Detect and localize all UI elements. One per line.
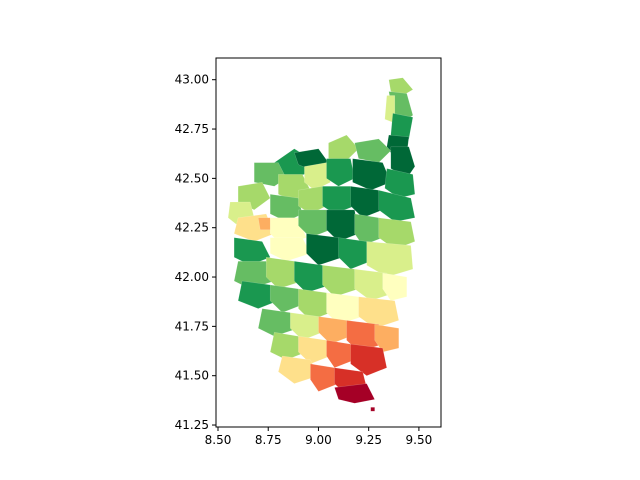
region-nebbio-east: [354, 138, 392, 163]
region-saint-florent: [328, 134, 359, 161]
region-bastia: [390, 146, 416, 179]
y-tick-label: 41.75: [175, 319, 209, 333]
y-tick-label: 41.25: [175, 418, 209, 432]
region-sartene-north: [298, 335, 331, 365]
y-tick-label: 41.50: [175, 369, 209, 383]
region-alta-rocca-west: [318, 316, 351, 345]
region-prunelli: [298, 288, 331, 321]
region-levie: [326, 339, 355, 369]
region-ghisoni: [338, 237, 371, 270]
region-taravo-upper: [326, 292, 363, 325]
x-axis: 8.50 8.75 9.00 9.25 9.50: [205, 427, 433, 447]
region-ajaccio-north: [237, 280, 279, 309]
x-tick-label: 9.00: [305, 433, 332, 447]
region-tenda: [326, 158, 355, 187]
region-propriano: [269, 332, 307, 361]
region-cap-corse-tip: [388, 77, 414, 96]
region-corte: [298, 209, 331, 238]
x-tick-label: 9.50: [406, 433, 433, 447]
region-figari-north: [310, 363, 339, 392]
y-tick-label: 42.25: [175, 221, 209, 235]
region-porticcio: [257, 308, 299, 337]
y-axis: 41.25 41.50 41.75 42.00 42.25 42.50 42.75 43.00: [175, 73, 216, 432]
region-solenzara: [358, 296, 400, 329]
region-ajaccio: [270, 284, 303, 313]
y-tick-label: 42.75: [175, 122, 209, 136]
region-cinarca: [266, 257, 303, 290]
y-tick-label: 42.50: [175, 171, 209, 185]
axes-frame: [215, 57, 442, 428]
region-venaco: [326, 209, 359, 242]
x-tick-label: 8.50: [205, 433, 232, 447]
region-bocognano: [294, 260, 331, 294]
region-lavezzi: [370, 407, 375, 412]
region-porto-vecchio: [350, 343, 388, 376]
region-costa-verde: [378, 189, 416, 223]
region-zicavo: [322, 264, 359, 298]
y-tick-label: 43.00: [175, 73, 209, 87]
region-casinca: [352, 158, 392, 191]
region-sartene: [278, 355, 319, 384]
region-ostriconi: [304, 162, 331, 191]
region-bonifacio: [334, 383, 375, 404]
region-marana: [384, 168, 416, 199]
region-aleria: [366, 241, 414, 278]
region-taravo: [290, 312, 323, 341]
region-vizzavona: [306, 233, 343, 266]
region-conca: [374, 324, 399, 353]
region-ghisonaccia: [382, 272, 407, 301]
x-tick-label: 9.25: [355, 433, 382, 447]
region-liamone: [270, 237, 311, 262]
region-bozio: [354, 213, 383, 246]
y-tick-label: 42.00: [175, 270, 209, 284]
x-tick-label: 8.75: [255, 433, 282, 447]
region-castagniccia: [350, 186, 383, 219]
regions-layer: [227, 77, 416, 412]
